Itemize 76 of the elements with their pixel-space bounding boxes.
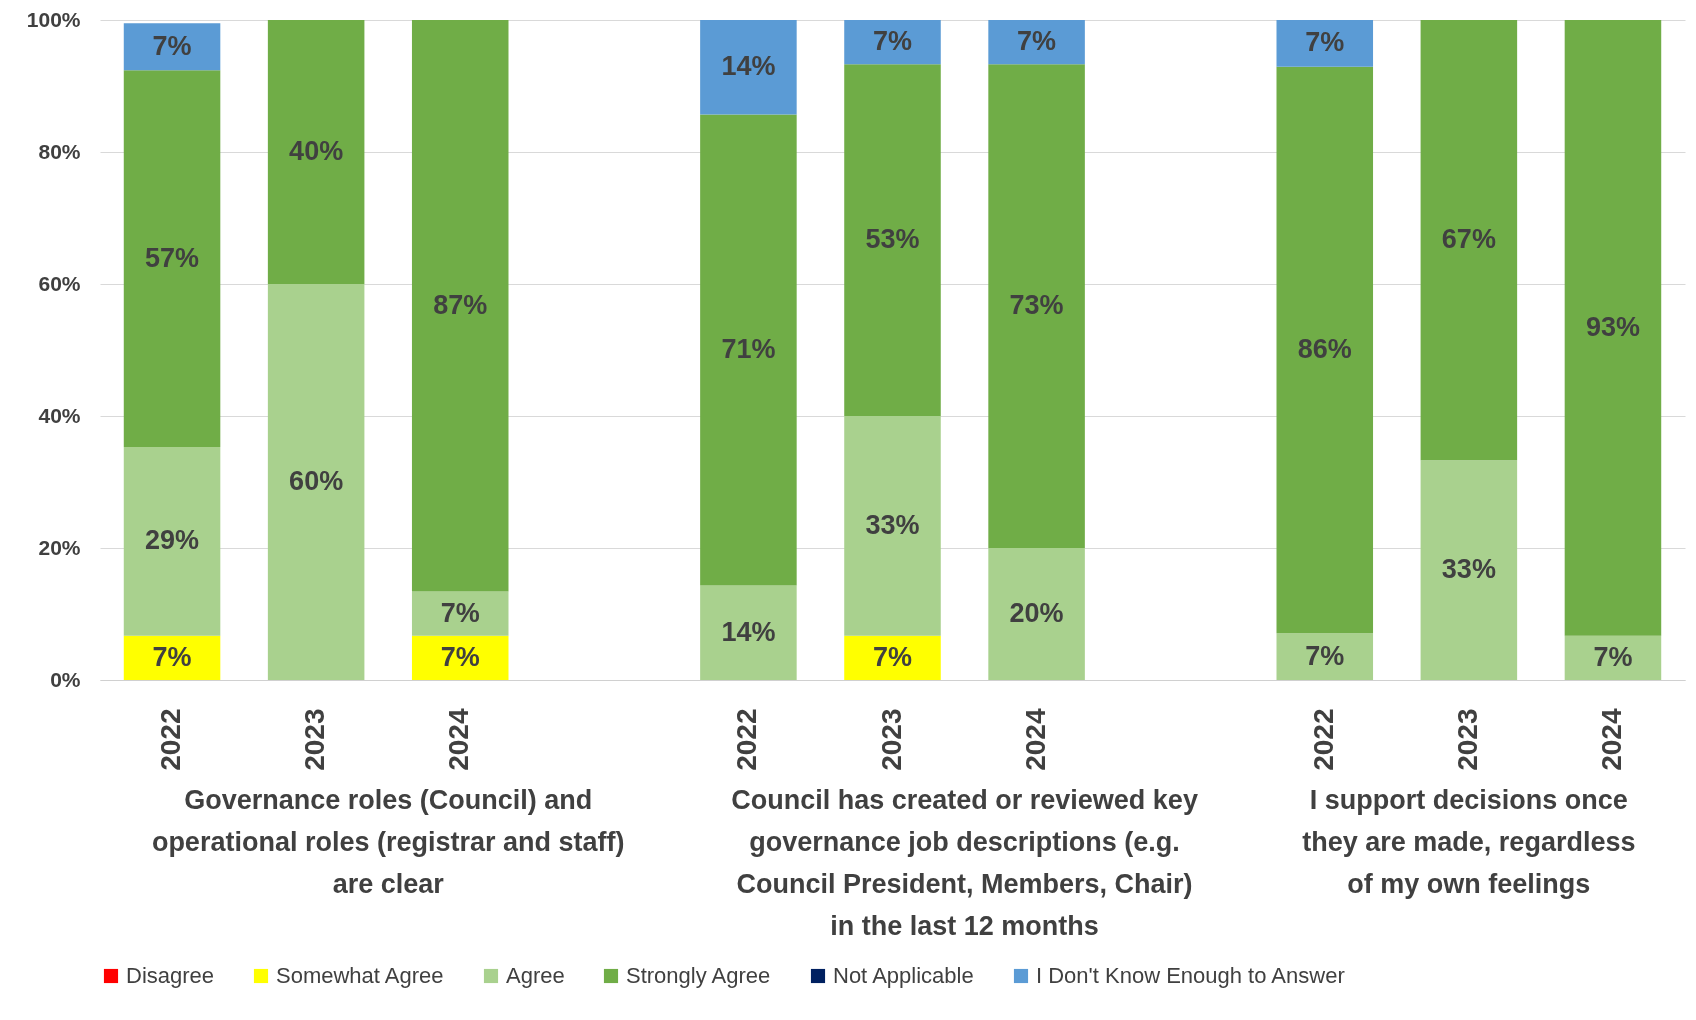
data-label: 7% — [440, 597, 480, 628]
data-label: 7% — [872, 26, 913, 57]
data-label: 60% — [289, 466, 344, 496]
data-label: 33% — [1441, 554, 1496, 585]
data-label: 33% — [865, 509, 920, 540]
data-label: 93% — [1585, 311, 1640, 342]
data-label: 20% — [1009, 598, 1064, 628]
bar — [123, 447, 221, 636]
bar — [267, 284, 365, 680]
bar — [1564, 20, 1662, 636]
legend-label: Not Applicable — [833, 963, 974, 988]
x-tick-label: 2024 — [1019, 708, 1051, 771]
x-tick-label: 2022 — [1307, 708, 1339, 771]
bar — [1276, 66, 1374, 634]
bar — [988, 548, 1085, 680]
data-label: 7% — [152, 641, 192, 672]
data-label: 29% — [145, 525, 200, 556]
data-label: 7% — [872, 641, 913, 672]
bar — [988, 64, 1085, 548]
data-label: 73% — [1009, 290, 1064, 321]
data-label: 53% — [865, 224, 920, 255]
bar — [1420, 20, 1518, 461]
data-label: 57% — [145, 242, 200, 273]
x-tick-label: 2023 — [299, 708, 331, 771]
bar — [123, 635, 221, 680]
bar — [988, 20, 1085, 65]
data-label: 7% — [440, 641, 480, 672]
data-label: 7% — [1305, 27, 1345, 58]
data-label: 67% — [1441, 224, 1496, 255]
y-tick-label: 80% — [38, 139, 81, 163]
x-tick-label: 2023 — [1451, 708, 1483, 771]
bar — [123, 70, 221, 448]
bar — [1564, 635, 1662, 680]
legend-label: Agree — [506, 963, 565, 988]
data-label: 71% — [721, 334, 776, 364]
x-tick-label: 2022 — [155, 708, 187, 771]
text: Council has created or reviewed key governance job descriptions (e.g. Council President, Members, Chair) in the last 12 months — [731, 785, 1198, 941]
bar — [1276, 20, 1374, 67]
text: Governance roles (Council) and operational roles (registrar and staff) are clear — [151, 785, 625, 899]
data-label: 86% — [1297, 334, 1352, 364]
x-tick-label: 2024 — [1595, 708, 1627, 771]
bar — [844, 635, 941, 680]
legend-label: Disagree — [126, 963, 215, 988]
data-label: 7% — [1593, 641, 1633, 672]
x-tick-label: 2024 — [443, 708, 475, 771]
bar — [700, 114, 797, 586]
x-tick-label: 2022 — [731, 708, 763, 771]
bar — [123, 23, 221, 71]
y-tick-label: 40% — [38, 403, 81, 427]
bar — [411, 635, 509, 680]
y-tick-label: 60% — [38, 271, 81, 295]
legend-label: I Don't Know Enough to Answer — [1036, 963, 1345, 988]
data-label: 7% — [152, 30, 192, 61]
data-label: 14% — [721, 616, 776, 647]
bar — [411, 20, 509, 592]
bar — [411, 591, 509, 636]
bar — [1276, 633, 1374, 680]
bar — [700, 20, 797, 115]
data-label: 7% — [1305, 640, 1345, 671]
bar — [700, 585, 797, 680]
bar — [844, 20, 941, 65]
data-label: 14% — [721, 51, 776, 82]
data-label: 7% — [1017, 26, 1057, 57]
data-label: 40% — [289, 136, 344, 166]
x-tick-label: 2023 — [875, 708, 907, 771]
bar — [844, 64, 941, 416]
bar — [1420, 460, 1518, 680]
y-tick-label: 0% — [50, 667, 81, 691]
data-label: 87% — [433, 289, 488, 320]
legend-label: Somewhat Agree — [276, 963, 444, 988]
y-tick-label: 100% — [26, 7, 81, 31]
legend-label: Strongly Agree — [626, 963, 771, 988]
bar — [844, 416, 941, 636]
y-tick-label: 20% — [38, 535, 81, 559]
text: I support decisions once they are made, regardless of my own feelings — [1302, 785, 1636, 899]
bar — [267, 20, 365, 284]
